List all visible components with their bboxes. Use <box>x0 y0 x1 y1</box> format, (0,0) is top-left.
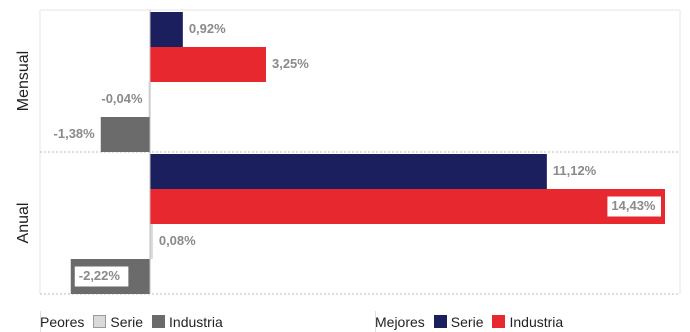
legend-mejores-serie-label: Serie <box>450 313 484 330</box>
data-label-peores-serie-mensual: -0,04% <box>101 91 143 106</box>
data-label-mejores-serie-mensual: 0,92% <box>189 21 226 36</box>
bar-mejores-serie-anual <box>150 154 547 189</box>
bar-mejores-serie-mensual <box>150 12 183 47</box>
data-label-bg-mejores-industria-anual <box>607 196 661 217</box>
data-label-peores-industria-mensual: -1,38% <box>54 126 96 141</box>
bar-mejores-industria-mensual <box>150 47 266 82</box>
data-label-mejores-serie-anual: 11,12% <box>553 163 597 178</box>
bar-peores-serie-mensual <box>148 82 151 117</box>
legend-peores-industria-label: Industria <box>169 313 223 330</box>
legend-mejores-serie-swatch <box>433 315 447 328</box>
legend-mejores-industria-swatch <box>492 315 506 328</box>
data-label-mejores-industria-mensual: 3,25% <box>272 56 309 71</box>
bar-peores-industria-mensual <box>100 117 150 152</box>
data-label-mejores-industria-anual: 14,43% <box>611 198 656 213</box>
legend-mejores: Mejores Serie Industria <box>375 311 680 332</box>
legend-peores-title: Peores <box>40 313 85 330</box>
bar-mejores-industria-anual <box>150 189 665 224</box>
legend-peores-industria-swatch <box>152 315 166 328</box>
legend-peores-serie-label: Serie <box>110 313 144 330</box>
legend-peores-serie-swatch <box>93 315 107 328</box>
group-label-mensual: Mensual <box>15 51 32 111</box>
data-label-bg-peores-industria-anual <box>74 266 129 287</box>
chart: Mensual 0,92% 3,25% -0,04% -1,38% Anual 11,12%… <box>15 9 681 295</box>
data-label-peores-serie-anual: 0,08% <box>159 233 196 248</box>
legend-mejores-title: Mejores <box>375 313 425 330</box>
data-label-peores-industria-anual: -2,22% <box>79 268 121 283</box>
legend-peores: Peores Serie Industria <box>40 311 355 332</box>
legend-mejores-industria-label: Industria <box>509 313 564 330</box>
group-label-anual: Anual <box>15 203 32 244</box>
bar-peores-serie-anual <box>150 224 153 259</box>
